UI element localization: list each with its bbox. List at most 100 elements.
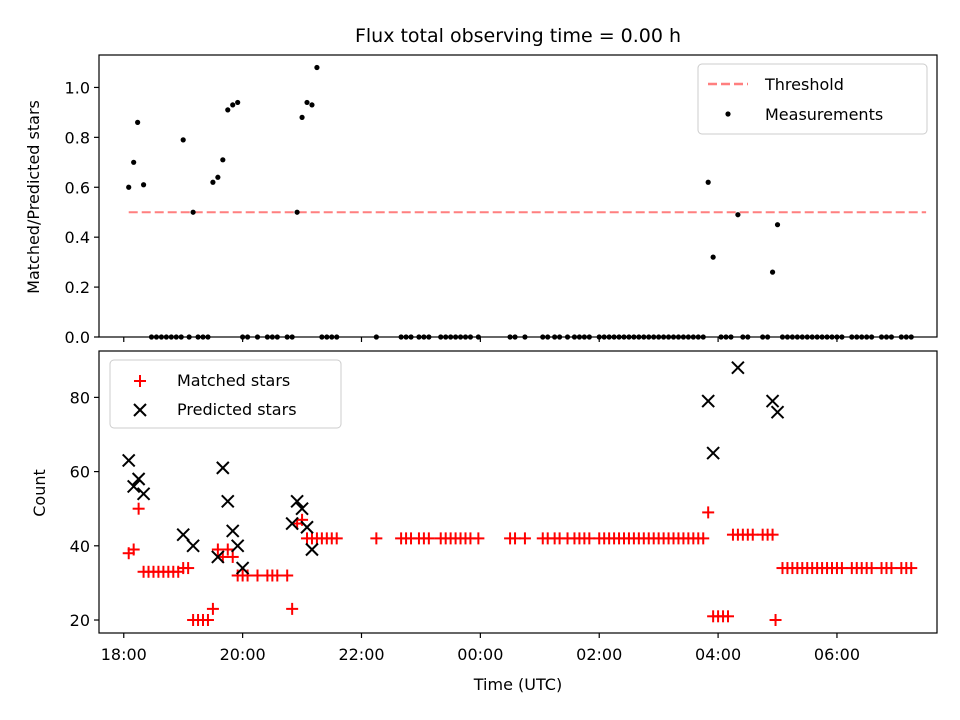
bottom-legend: Matched stars Predicted stars xyxy=(109,359,342,429)
matched-star-point xyxy=(221,543,234,556)
predicted-star-point xyxy=(176,527,190,542)
matched-star-point xyxy=(766,528,779,541)
matched-star-point xyxy=(226,550,239,563)
predicted-star-point xyxy=(765,394,780,408)
x-axis-label: Time (UTC) xyxy=(473,675,562,694)
bottom-y-tick-label: 40 xyxy=(70,537,90,556)
predicted-star-point xyxy=(126,479,141,494)
predicted-star-point xyxy=(290,494,304,508)
legend-measurements-label: Measurements xyxy=(765,105,883,124)
matched-star-point xyxy=(206,602,219,615)
x-tick-label: 04:00 xyxy=(695,645,741,664)
bottom-panel: 20 40 60 80 18:00 20:00 22:00 00:00 02:00 04:00 0… xyxy=(30,350,938,694)
matched-star-point xyxy=(769,614,782,627)
predicted-star-point xyxy=(235,561,250,575)
measurement-point xyxy=(735,212,741,218)
measurement-point xyxy=(190,209,196,215)
matched-star-point xyxy=(370,532,383,545)
top-legend: Threshold Measurements xyxy=(697,63,928,135)
top-legend-box xyxy=(697,63,928,135)
predicted-star-point xyxy=(211,550,225,564)
measurement-point xyxy=(225,107,231,113)
predicted-star-point xyxy=(295,501,309,516)
chart-title: Flux total observing time = 0.00 h xyxy=(355,25,681,47)
predicted-star-point xyxy=(216,461,230,475)
bottom-legend-box xyxy=(109,359,342,429)
measurement-point xyxy=(180,137,186,143)
predicted-star-point xyxy=(136,487,151,501)
top-y-tick-label: 0.4 xyxy=(65,228,90,247)
measurement-point xyxy=(705,179,711,185)
measurement-point xyxy=(304,99,310,106)
measurement-point xyxy=(135,119,141,125)
predicted-star-point xyxy=(731,360,745,375)
matched-star-point xyxy=(182,562,195,575)
matched-star-point xyxy=(518,532,531,545)
matched-star-point xyxy=(201,614,214,627)
matched-star-point xyxy=(286,602,299,615)
predicted-star-point xyxy=(186,539,200,553)
measurement-point xyxy=(210,179,216,185)
measurement-point xyxy=(230,102,236,108)
measurement-point xyxy=(126,184,132,190)
matched-star-point xyxy=(472,532,485,545)
x-tick-label: 00:00 xyxy=(457,645,503,664)
legend-measurements-swatch xyxy=(725,111,731,117)
matched-star-point xyxy=(702,506,715,519)
predicted-star-point xyxy=(701,394,715,408)
bottom-x-ticks: 18:00 20:00 22:00 00:00 02:00 04:00 06:00 xyxy=(101,633,860,664)
predicted-star-point xyxy=(300,520,314,534)
top-y-tick-label: 0.6 xyxy=(65,178,90,197)
measurement-point xyxy=(774,222,781,228)
legend-predicted-label: Predicted stars xyxy=(177,400,297,419)
legend-threshold-label: Threshold xyxy=(764,75,844,94)
top-y-ticks: 0.0 0.2 0.4 0.6 0.8 1.0 xyxy=(65,78,99,347)
x-tick-label: 22:00 xyxy=(338,645,384,664)
predicted-star-point xyxy=(226,524,240,538)
matched-star-point xyxy=(697,532,710,545)
matched-star-point xyxy=(422,532,435,545)
measurement-point xyxy=(220,157,226,163)
bottom-y-tick-label: 60 xyxy=(70,463,90,482)
measurement-point xyxy=(235,99,241,106)
predicted-star-point xyxy=(305,542,319,557)
top-panel-frame xyxy=(98,54,938,338)
predicted-star-point xyxy=(131,472,146,486)
bottom-panel-marks xyxy=(122,360,918,627)
top-y-axis-label: Matched/Predicted stars xyxy=(24,100,43,294)
predicted-star-point xyxy=(122,453,136,468)
predicted-star-point xyxy=(285,516,299,531)
predicted-star-point xyxy=(230,539,245,553)
x-tick-label: 06:00 xyxy=(814,645,860,664)
predicted-star-point xyxy=(221,494,235,508)
measurement-point xyxy=(769,269,776,275)
predicted-star-point xyxy=(706,446,720,460)
x-tick-label: 02:00 xyxy=(576,645,622,664)
top-y-tick-label: 0.2 xyxy=(65,278,90,297)
matched-star-point xyxy=(281,569,294,582)
legend-matched-label: Matched stars xyxy=(177,371,290,390)
measurement-point xyxy=(309,102,315,108)
measurement-point xyxy=(131,159,137,165)
legend-matched-swatch xyxy=(134,375,146,387)
top-x-ticks xyxy=(123,337,838,342)
bottom-y-tick-label: 80 xyxy=(70,388,90,407)
bottom-panel-frame xyxy=(98,350,938,634)
top-panel: 0.0 0.2 0.4 0.6 0.8 1.0 Matched/Predicted sta… xyxy=(24,54,938,347)
x-tick-label: 18:00 xyxy=(101,645,147,664)
matched-star-point xyxy=(905,562,918,575)
measurement-point xyxy=(314,64,320,71)
matched-star-point xyxy=(127,543,140,556)
matched-star-point xyxy=(721,610,734,623)
matched-star-point xyxy=(296,513,309,526)
matched-star-point xyxy=(132,502,145,515)
measurement-point xyxy=(710,254,716,260)
measurement-point xyxy=(299,114,305,120)
bottom-y-axis-label: Count xyxy=(30,469,49,517)
bottom-y-tick-label: 20 xyxy=(70,611,90,630)
measurement-point xyxy=(294,209,300,215)
measurement-point xyxy=(215,174,221,180)
top-y-tick-label: 0.8 xyxy=(65,128,90,147)
predicted-star-point xyxy=(770,405,785,419)
